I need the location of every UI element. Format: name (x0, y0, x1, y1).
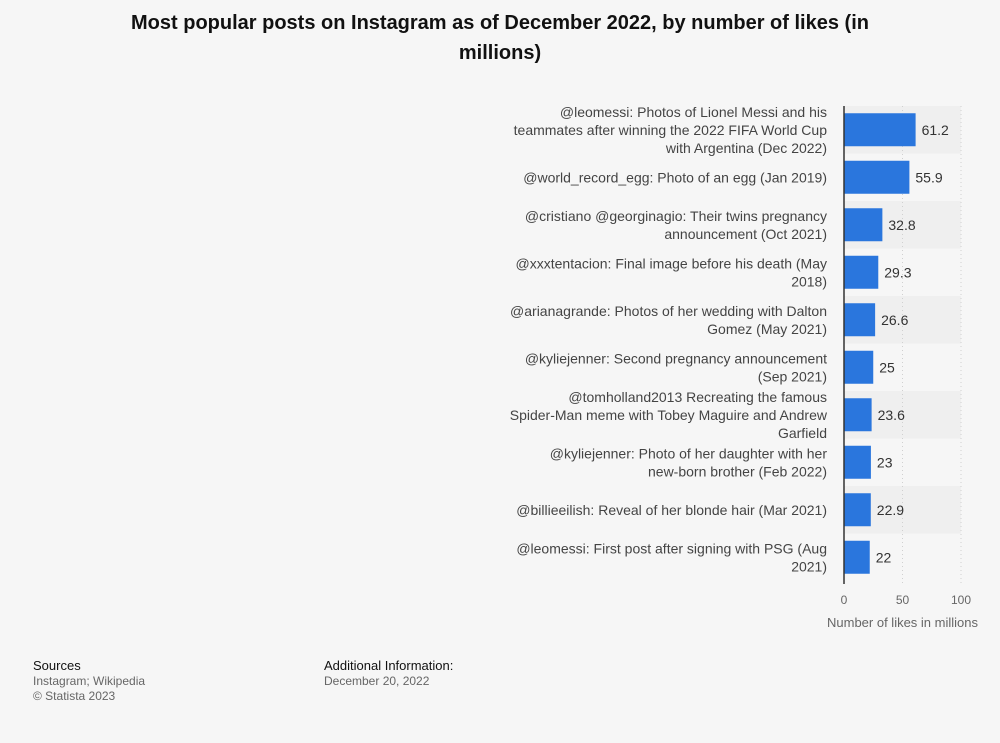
bar (844, 398, 872, 432)
data-label: 26.6 (881, 312, 908, 328)
sources-text[interactable]: Instagram; Wikipedia (33, 674, 146, 688)
category-label: @arianagrande: Photos of her wedding wit… (510, 303, 827, 337)
tick-label: 0 (841, 593, 848, 607)
sources-heading: Sources (33, 658, 81, 673)
copyright-text[interactable]: © Statista 2023 (33, 689, 116, 703)
data-label: 23 (877, 454, 893, 470)
bar (844, 113, 916, 147)
data-label: 22.9 (877, 502, 904, 518)
bar (844, 208, 883, 242)
data-label: 55.9 (915, 169, 942, 185)
bar (844, 445, 871, 479)
category-label: @xxxtentacion: Final image before his de… (516, 255, 827, 289)
data-label: 29.3 (884, 264, 911, 280)
bar (844, 303, 876, 337)
bar (844, 350, 874, 384)
sources-block: Sources Instagram; Wikipedia © Statista … (33, 658, 145, 704)
additional-info-text: December 20, 2022 (324, 674, 430, 688)
bar (844, 255, 879, 289)
bar (844, 493, 871, 527)
data-label: 22 (876, 549, 892, 565)
bar (844, 540, 870, 574)
data-label: 32.8 (888, 217, 915, 233)
tick-label: 100 (951, 593, 971, 607)
bar (844, 160, 910, 194)
category-label: @kyliejenner: Photo of her daughter with… (550, 445, 828, 479)
category-label: @tomholland2013 Recreating the famous Spi… (510, 389, 828, 441)
category-label: @leomessi: First post after signing with… (516, 540, 827, 574)
category-label: @world_record_egg: Photo of an egg (Jan … (523, 169, 827, 185)
data-label: 23.6 (878, 407, 905, 423)
category-label: @billieeilish: Reveal of her blonde hair… (516, 502, 827, 518)
additional-info-heading[interactable]: Additional Information: (324, 658, 454, 673)
chart-title: Most popular posts on Instagram as of De… (131, 12, 869, 64)
data-label: 25 (879, 359, 895, 375)
data-label: 61.2 (922, 122, 949, 138)
additional-info-block: Additional Information: December 20, 202… (324, 658, 453, 689)
category-label: @cristiano @georginagio: Their twins pre… (525, 208, 827, 242)
tick-label: 50 (896, 593, 910, 607)
category-label: @kyliejenner: Second pregnancy announcem… (525, 350, 827, 384)
category-label: @leomessi: Photos of Lionel Messi and hi… (514, 104, 828, 156)
x-axis-title: Number of likes in millions (827, 615, 978, 630)
